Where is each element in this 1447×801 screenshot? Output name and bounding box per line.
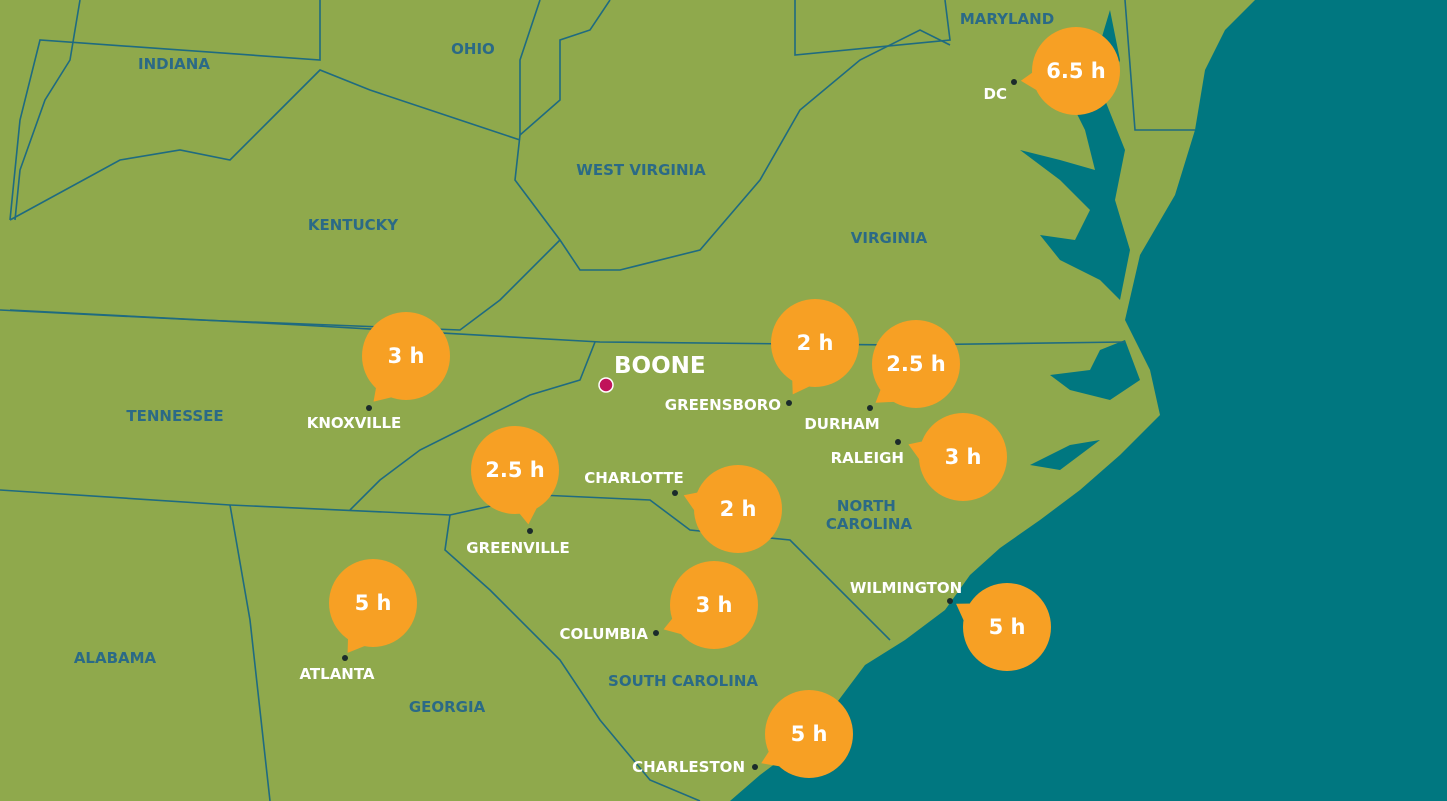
city: CHARLESTON 5 h [632, 690, 853, 778]
state-label: INDIANA [138, 55, 210, 73]
city-label: DURHAM [804, 415, 879, 433]
drive-time: 6.5 h [1046, 59, 1105, 83]
city: KNOXVILLE 3 h [307, 312, 450, 432]
city-label: KNOXVILLE [307, 414, 402, 432]
state-label: MARYLAND [960, 10, 1054, 28]
state-label: TENNESSEE [126, 407, 223, 425]
city-label: GREENVILLE [466, 539, 569, 557]
drive-time: 5 h [355, 591, 392, 615]
state-label: GEORGIA [409, 698, 486, 716]
state-label: SOUTH CAROLINA [608, 672, 758, 690]
bubble [670, 561, 758, 649]
bubble [963, 583, 1051, 671]
city-dot [366, 405, 372, 411]
drive-time: 5 h [989, 615, 1026, 639]
drive-time: 2 h [720, 497, 757, 521]
city: DURHAM 2.5 h [804, 320, 960, 433]
state-label: OHIO [451, 40, 495, 58]
city-label: CHARLESTON [632, 758, 745, 776]
state-label: NORTH CAROLINA [826, 497, 913, 533]
city: GREENVILLE 2.5 h [466, 426, 570, 557]
bubble [1032, 27, 1120, 115]
city-label: COLUMBIA [559, 625, 648, 643]
state-label-line: NORTH [837, 497, 896, 515]
city: COLUMBIA 3 h [559, 561, 758, 649]
city-dot [786, 400, 792, 406]
city-label: WILMINGTON [850, 579, 962, 597]
city-dot [947, 598, 953, 604]
cities: DC 6.5 h KNOXVILLE 3 h GREENSBORO 2 h DURHA… [299, 27, 1120, 778]
bubble [329, 559, 417, 647]
city: GREENSBORO 2 h [665, 299, 859, 414]
drive-time: 3 h [945, 445, 982, 469]
bubble [694, 465, 782, 553]
city-dot [342, 655, 348, 661]
city-label: CHARLOTTE [584, 469, 684, 487]
state-label: KENTUCKY [308, 216, 399, 234]
city: WILMINGTON 5 h [850, 579, 1051, 671]
city-dot [895, 439, 901, 445]
city: RALEIGH 3 h [831, 413, 1007, 501]
origin: BOONE [598, 353, 706, 393]
city-dot [752, 764, 758, 770]
origin-label: BOONE [614, 353, 706, 379]
bubble [362, 312, 450, 400]
drive-time: 3 h [696, 593, 733, 617]
city-label: DC [984, 85, 1007, 103]
city: DC 6.5 h [984, 27, 1120, 115]
borders [0, 0, 1195, 801]
drive-time: 2 h [797, 331, 834, 355]
city-dot [653, 630, 659, 636]
bubble [471, 426, 559, 514]
city: CHARLOTTE 2 h [584, 465, 782, 553]
state-label: ALABAMA [74, 649, 157, 667]
state-label: WEST VIRGINIA [576, 161, 706, 179]
bubble [765, 690, 853, 778]
drive-time: 2.5 h [886, 352, 945, 376]
city-label: GREENSBORO [665, 396, 781, 414]
city-label: ATLANTA [299, 665, 374, 683]
state-label-line: CAROLINA [826, 515, 913, 533]
city-dot [867, 405, 873, 411]
state-labels: MARYLAND INDIANA OHIO WEST VIRGINIA KENT… [74, 10, 1054, 716]
city-dot [527, 528, 533, 534]
city-dot [672, 490, 678, 496]
drive-time: 2.5 h [485, 458, 544, 482]
bubble [771, 299, 859, 387]
bubble [919, 413, 1007, 501]
city-dot [1011, 79, 1017, 85]
sound [1030, 340, 1140, 470]
drive-time: 3 h [388, 344, 425, 368]
city-label: RALEIGH [831, 449, 904, 467]
city: ATLANTA 5 h [299, 559, 417, 683]
drive-time: 5 h [791, 722, 828, 746]
land [0, 0, 1255, 801]
state-label: VIRGINIA [851, 229, 928, 247]
origin-dot [598, 377, 614, 393]
bubble [872, 320, 960, 408]
